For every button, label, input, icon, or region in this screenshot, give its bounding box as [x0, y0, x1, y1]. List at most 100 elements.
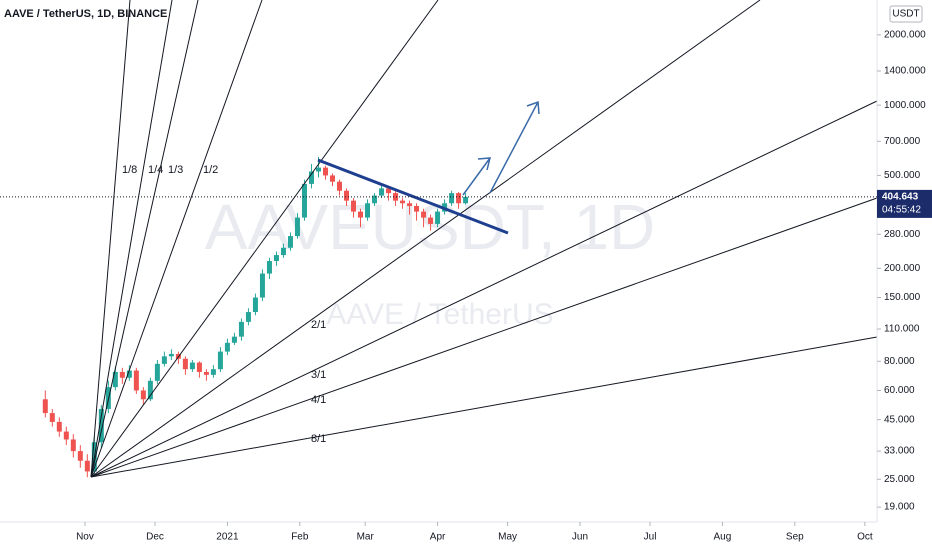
- fan-label: 1/3: [168, 164, 183, 176]
- x-tick-label: Sep: [786, 532, 804, 543]
- x-tick-label: May: [498, 532, 517, 543]
- candle-body: [182, 358, 188, 370]
- fan-line: [90, 0, 263, 478]
- x-tick-label: Apr: [430, 532, 446, 543]
- fan-label: 3/1: [311, 369, 326, 381]
- candle-body: [147, 380, 153, 400]
- candle-body: [414, 205, 420, 212]
- candle-body: [217, 351, 223, 370]
- x-tick-label: Oct: [857, 532, 873, 543]
- candle-body: [77, 451, 83, 461]
- candle-body: [196, 362, 202, 372]
- candle-body: [161, 356, 167, 364]
- candle-body: [301, 183, 307, 218]
- candle-body: [322, 167, 328, 176]
- candle-body: [112, 371, 118, 388]
- axes: 19.000 25.000 33.000 45.000 60.000 80.000 110.…: [0, 29, 932, 543]
- arrow: [489, 100, 540, 194]
- candle-body: [140, 390, 146, 400]
- fan-line: [90, 0, 131, 478]
- candle-body: [280, 247, 286, 256]
- candle-body: [154, 363, 160, 381]
- currency-box: [889, 5, 923, 23]
- candle-body: [203, 371, 209, 375]
- y-tick-label: 19.000: [884, 502, 915, 513]
- trend-drawing: [317, 100, 540, 235]
- countdown: 04:55:42: [882, 205, 921, 216]
- candle-body: [49, 413, 55, 422]
- candle-body: [308, 171, 314, 184]
- candle-body: [133, 370, 139, 391]
- x-tick-label: Nov: [76, 532, 94, 543]
- candle-body: [400, 200, 406, 204]
- arrow: [462, 157, 491, 196]
- candle-body: [273, 255, 279, 262]
- x-tick-label: Aug: [714, 532, 732, 543]
- watermark-subtitle: AAVE / TetherUS: [326, 298, 553, 331]
- fan-line: [90, 0, 199, 478]
- candle-body: [210, 369, 216, 375]
- candle-body: [56, 421, 62, 432]
- candle-body: [238, 321, 244, 337]
- candle-body: [70, 439, 76, 452]
- fan-label: 1/8: [122, 164, 137, 176]
- candle-body: [224, 342, 230, 352]
- x-tick-label: Mar: [357, 532, 375, 543]
- candle-body: [126, 370, 132, 378]
- candle-body: [266, 261, 272, 274]
- candle-body: [428, 217, 434, 224]
- fan-line: [90, 0, 439, 478]
- fan-line: [90, 100, 878, 478]
- candle-body: [315, 167, 321, 172]
- candle-body: [456, 193, 462, 204]
- candle-body: [287, 236, 293, 248]
- y-tick-label: 1400.000: [884, 66, 926, 77]
- candle-body: [372, 195, 378, 204]
- fan-label: 1/4: [148, 164, 163, 176]
- y-tick-label: 280.000: [884, 229, 921, 240]
- fan-label: 2/1: [311, 319, 326, 331]
- y-tick-label: 700.000: [884, 136, 921, 147]
- fan-label: 1/2: [203, 164, 218, 176]
- y-tick-label: 33.000: [884, 446, 915, 457]
- candle-body: [344, 190, 350, 201]
- candle-body: [407, 203, 413, 206]
- y-tick-label: 1000.000: [884, 100, 926, 111]
- y-tick-label: 60.000: [884, 385, 915, 396]
- x-tick-label: 2021: [216, 532, 239, 543]
- fan-drawing: 1/8 1/4 1/3 1/2 2/1 3/1 4/1 8/1: [90, 0, 878, 478]
- candle-body: [245, 312, 251, 322]
- candle-body: [294, 217, 300, 237]
- y-tick-label: 500.000: [884, 170, 921, 181]
- candle-body: [463, 196, 469, 204]
- candle-body: [435, 211, 441, 224]
- candle-body: [259, 273, 265, 298]
- y-tick-label: 45.000: [884, 414, 915, 425]
- trend-line: [317, 158, 509, 235]
- candle-body: [189, 362, 195, 370]
- candle-body: [252, 297, 258, 313]
- last-price-box: [877, 189, 932, 218]
- y-tick-label: 200.000: [884, 263, 921, 274]
- x-tick-label: Jul: [644, 532, 657, 543]
- candle-body: [168, 353, 174, 357]
- candle-body: [63, 431, 69, 440]
- candle-body: [84, 460, 90, 472]
- candle-body: [393, 193, 399, 201]
- y-tick-label: 110.000: [884, 324, 920, 335]
- fan-line: [90, 0, 173, 478]
- candle-body: [98, 408, 104, 443]
- candle-body: [329, 175, 335, 182]
- y-tick-label: 150.000: [884, 292, 921, 303]
- x-tick-label: Jun: [572, 532, 588, 543]
- last-price-label: 404.643: [882, 192, 919, 203]
- fan-line: [90, 336, 878, 478]
- candle-body: [365, 203, 371, 218]
- candle-body: [358, 211, 364, 218]
- candle-body: [336, 181, 342, 191]
- candle-body: [119, 371, 125, 378]
- fan-line: [90, 0, 761, 478]
- candle-body: [379, 188, 385, 196]
